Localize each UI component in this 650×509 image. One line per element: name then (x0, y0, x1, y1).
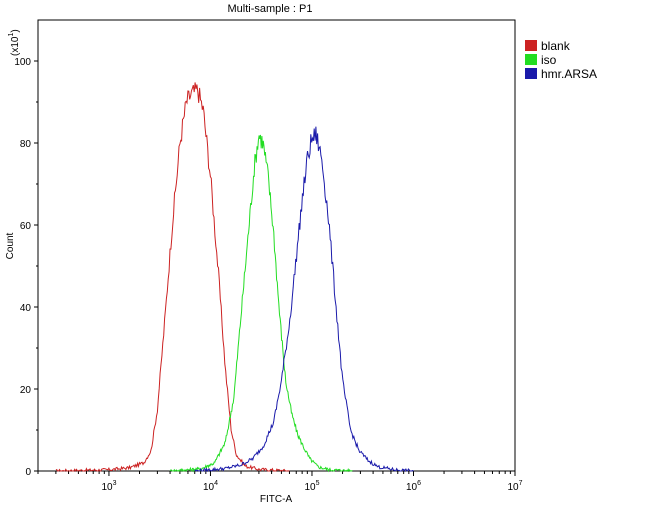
legend-label: iso (541, 53, 557, 67)
x-tick-label: 105 (304, 480, 319, 493)
x-tick-label: 106 (406, 480, 421, 493)
x-axis-ticks: 103 104 105 106 107 (37, 471, 523, 493)
x-tick-label: 107 (507, 480, 522, 493)
y-tick-label: 80 (20, 139, 32, 150)
x-tick-label: 103 (101, 480, 116, 493)
y-axis-label: Count (5, 232, 16, 259)
y-tick-label: 0 (25, 467, 31, 478)
legend-swatch-hmr.ARSA (525, 68, 537, 79)
y-tick-label: 20 (20, 385, 32, 396)
x-tick-label: 104 (203, 480, 218, 493)
series-line-hmr.ARSA (194, 126, 414, 473)
series-line-blank (55, 82, 290, 473)
y-multiplier-base: (x10 (10, 36, 21, 56)
plot-frame (37, 19, 516, 472)
legend-swatch-blank (525, 40, 537, 51)
chart-title: Multi-sample : P1 (228, 3, 313, 15)
y-multiplier-label: (x101) (8, 29, 21, 56)
y-tick-label: 60 (20, 221, 32, 232)
y-multiplier-exp: 1 (8, 33, 15, 37)
series-line-iso (169, 134, 353, 473)
x-axis-label: FITC-A (260, 494, 293, 505)
legend-label: blank (541, 39, 571, 53)
y-tick-label: 100 (14, 57, 31, 68)
y-axis-ticks: 0 20 40 60 80 100 (14, 57, 38, 478)
y-tick-label: 40 (20, 303, 32, 314)
legend-label: hmr.ARSA (541, 67, 597, 81)
series-layer (55, 82, 414, 473)
legend-swatch-iso (525, 54, 537, 65)
